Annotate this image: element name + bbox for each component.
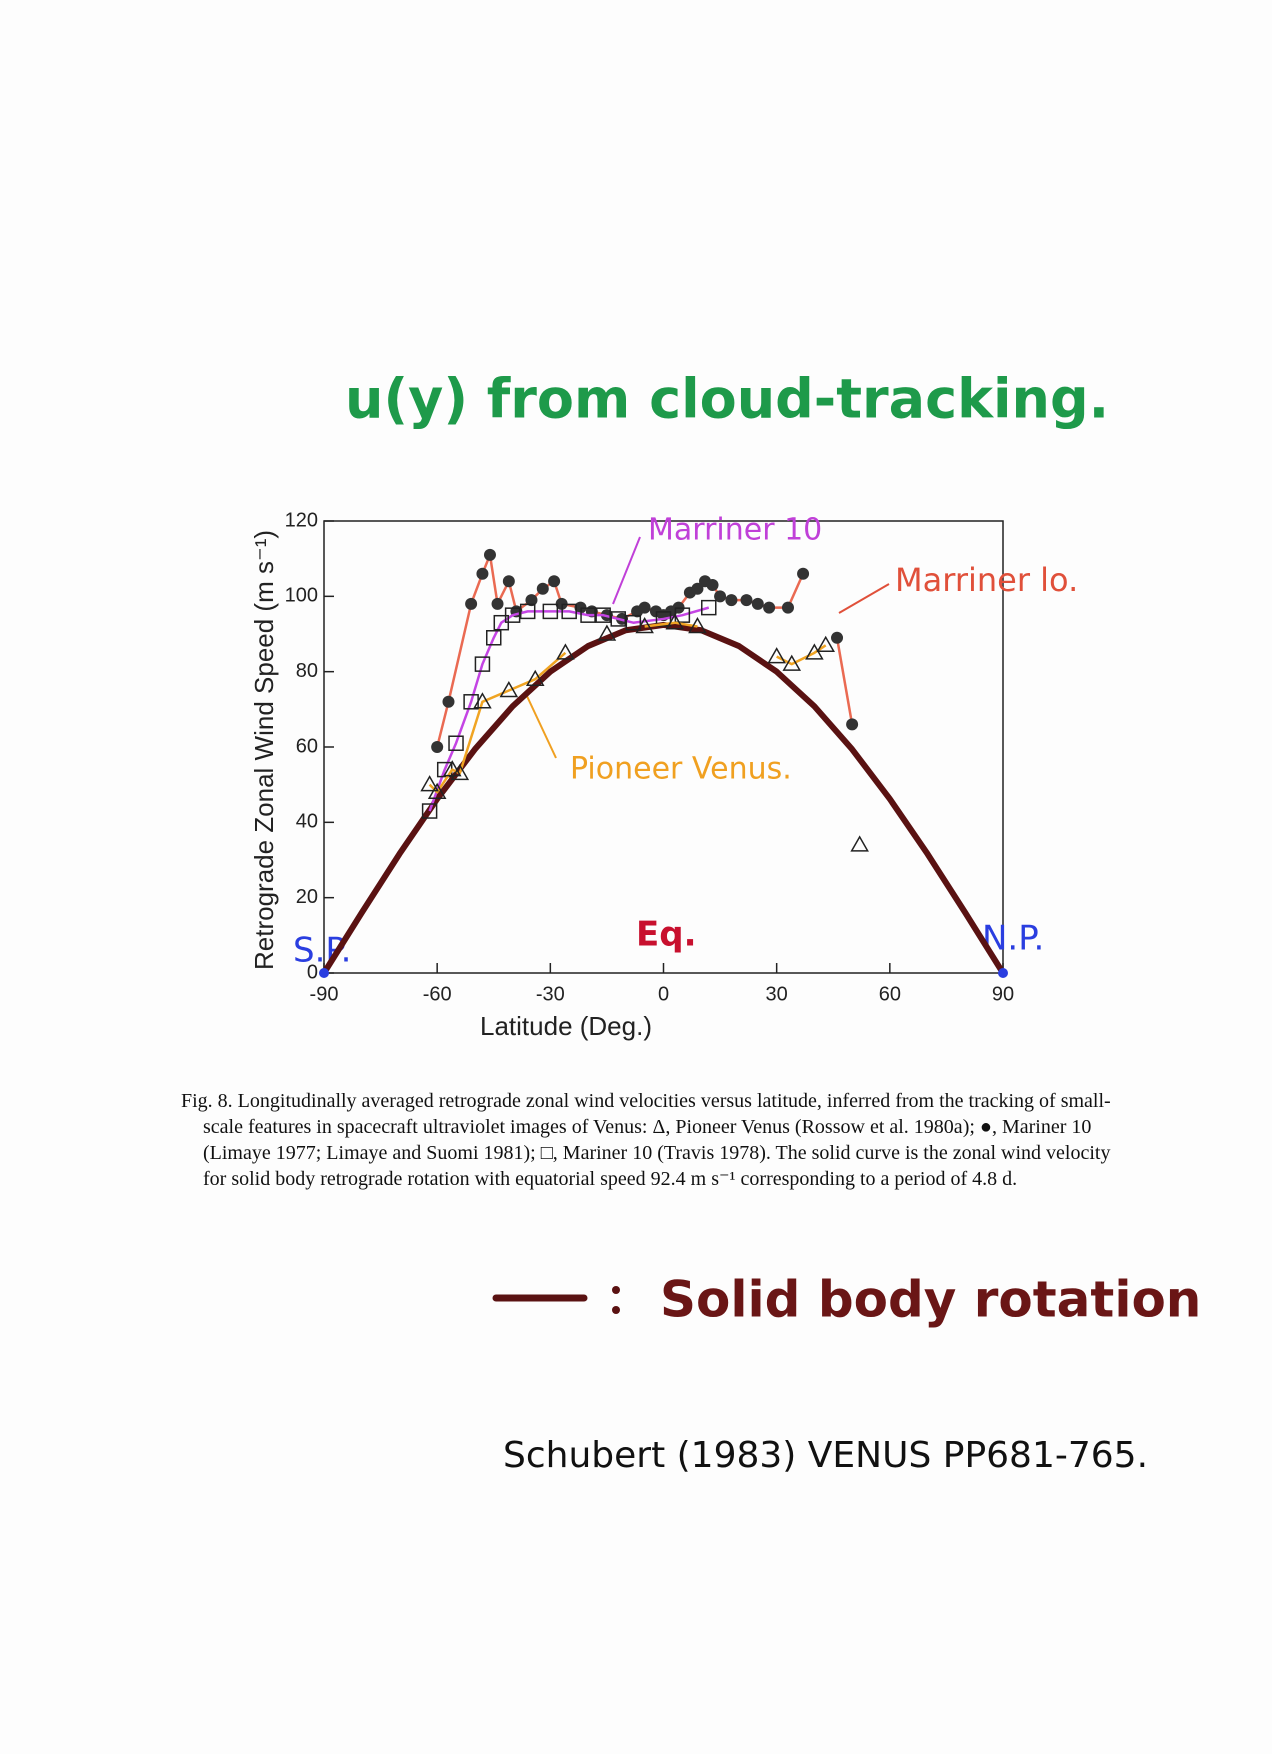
series-line (835, 637, 854, 725)
x-tick-label: 0 (658, 983, 669, 1005)
circle-marker (465, 597, 478, 610)
square-marker (486, 630, 502, 646)
circle-marker (548, 575, 561, 588)
square-marker (625, 614, 642, 631)
south-pole-note: S.P. (293, 931, 351, 971)
y-tick-label: 40 (296, 811, 318, 833)
circle-marker (502, 575, 515, 588)
square-marker (474, 656, 491, 672)
reference: Schubert (1983) VENUS PP681-765. (503, 1435, 1148, 1476)
triangle-marker (427, 782, 447, 799)
y-axis-label: Retrograde Zonal Wind Speed (m s⁻¹) (249, 530, 279, 970)
triangle-marker (816, 635, 835, 653)
circle-marker (431, 741, 444, 753)
square-marker (701, 599, 717, 616)
triangle-marker (499, 680, 519, 698)
triangle-marker (597, 624, 617, 641)
x-tick-label: 60 (879, 983, 901, 1005)
circle-marker (740, 594, 753, 607)
legend-colon (612, 1286, 620, 1294)
circle-marker (442, 695, 455, 708)
legend-text: Solid body rotation (660, 1271, 1201, 1329)
y-tick-label: 0 (307, 961, 318, 983)
figure-caption: Fig. 8. Longitudinally averaged retrogra… (181, 1090, 1111, 1190)
x-tick-label: -30 (536, 983, 565, 1005)
circle-marker (476, 567, 489, 580)
x-axis-label: Latitude (Deg.) (480, 1011, 652, 1041)
circle-marker (691, 582, 704, 595)
square-marker (655, 611, 672, 627)
square-marker (610, 611, 626, 627)
circle-marker (483, 548, 496, 561)
circle-marker (797, 567, 810, 580)
square-marker (595, 607, 611, 623)
y-tick-label: 20 (296, 886, 318, 908)
x-tick-label: -90 (310, 983, 339, 1005)
square-marker (421, 803, 438, 819)
square-marker (519, 603, 536, 620)
pole-dot (998, 968, 1008, 978)
square-marker (504, 607, 521, 623)
y-tick-label: 100 (285, 585, 318, 607)
triangle-marker (525, 669, 545, 686)
triangle-marker (556, 643, 575, 660)
circle-marker (846, 718, 859, 731)
circle-marker (763, 601, 776, 614)
circle-marker (491, 597, 504, 610)
square-marker (580, 607, 596, 623)
circle-marker (706, 579, 719, 592)
page-title: u(y) from cloud-tracking. (345, 368, 1109, 431)
pole-dot (319, 968, 329, 978)
equator-note: Eq. (636, 915, 696, 955)
circle-marker (781, 601, 794, 614)
triangle-marker (767, 647, 786, 664)
legend-colon (612, 1306, 620, 1314)
pioneer-note: Pioneer Venus. (570, 752, 792, 787)
circle-marker (525, 594, 538, 607)
x-tick-label: -60 (423, 983, 452, 1005)
pointer (525, 693, 557, 759)
circle-marker (714, 590, 727, 603)
circle-marker (638, 601, 651, 614)
triangle-marker (665, 613, 685, 630)
series-line (644, 621, 698, 628)
triangle-marker (420, 775, 439, 792)
triangle-marker (473, 692, 492, 709)
triangle-marker (688, 616, 707, 634)
circle-marker (751, 597, 764, 610)
mariner-limaye-note: Marriner lo. (895, 561, 1078, 599)
y-tick-label: 80 (296, 660, 318, 682)
pointer (838, 583, 890, 614)
x-tick-label: 30 (766, 983, 788, 1005)
circle-marker (725, 594, 738, 607)
circle-marker (536, 582, 549, 595)
square-marker (561, 603, 577, 620)
square-marker (542, 603, 559, 620)
mariner-travis-note: Marriner 10 (648, 513, 822, 548)
y-tick-label: 60 (296, 735, 318, 757)
circle-marker (831, 631, 844, 644)
triangle-marker (782, 654, 802, 671)
triangle-marker (450, 763, 470, 781)
y-tick-label: 120 (285, 509, 318, 531)
x-tick-label: 90 (992, 983, 1014, 1005)
square-marker (448, 735, 464, 751)
triangle-marker (442, 760, 462, 777)
pointer (612, 536, 641, 605)
triangle-marker (850, 835, 869, 852)
triangle-marker (635, 616, 654, 634)
